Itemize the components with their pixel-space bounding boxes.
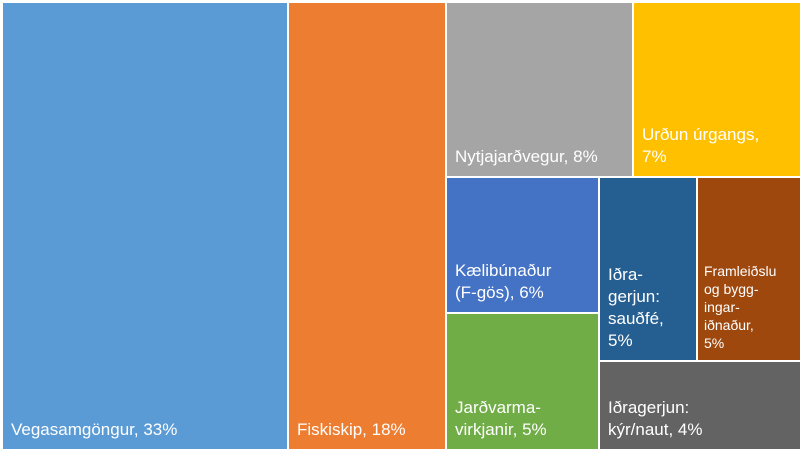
tile-label: Jarðvarma- virkjanir, 5% <box>455 398 547 439</box>
tile-label: Fiskiskip, 18% <box>297 420 406 439</box>
tile: Fiskiskip, 18% <box>289 3 445 449</box>
tile-label: Vegasamgöngur, 33% <box>11 420 178 439</box>
tile-label: Framleiðslu og bygg- ingar- iðnaður, 5% <box>704 263 777 351</box>
tile: Kælibúnaður (F-gös), 6% <box>447 178 598 312</box>
tile: Iðra- gerjun: sauðfé, 5% <box>600 178 696 360</box>
tile: Jarðvarma- virkjanir, 5% <box>447 314 598 449</box>
tile-label: Kælibúnaður (F-gös), 6% <box>455 261 552 302</box>
tile-label: Nytjajarðvegur, 8% <box>455 147 598 166</box>
tile: Iðragerjun: kýr/naut, 4% <box>600 362 800 449</box>
tile: Urðun úrgangs, 7% <box>634 3 800 176</box>
tile: Framleiðslu og bygg- ingar- iðnaður, 5% <box>698 178 800 360</box>
tile-label: Urðun úrgangs, 7% <box>642 125 760 166</box>
tile-label: Iðra- gerjun: sauðfé, 5% <box>608 265 664 350</box>
tile: Vegasamgöngur, 33% <box>3 3 287 449</box>
tile: Nytjajarðvegur, 8% <box>447 3 632 176</box>
tile-label: Iðragerjun: kýr/naut, 4% <box>608 398 703 439</box>
